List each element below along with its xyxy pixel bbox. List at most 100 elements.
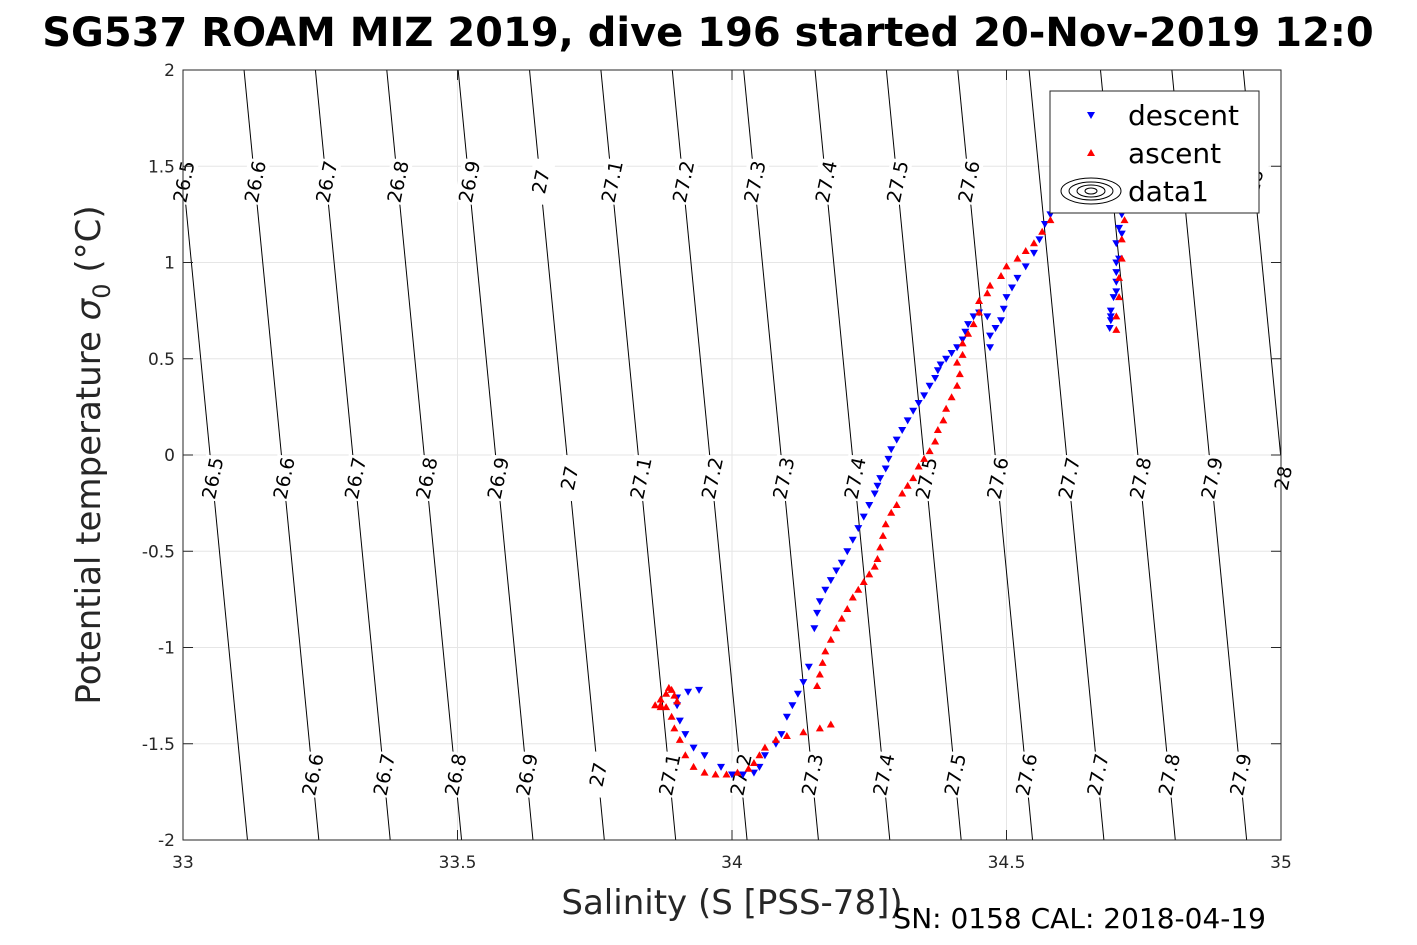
data-point xyxy=(914,400,923,408)
data-point xyxy=(1105,324,1114,332)
contour-label-bg xyxy=(368,750,400,799)
data-point xyxy=(1112,269,1121,277)
data-point xyxy=(815,724,824,732)
data-point xyxy=(689,744,698,752)
legend-marker-descent xyxy=(1087,112,1095,119)
data-point xyxy=(942,355,951,363)
contour-label-bg xyxy=(982,454,1013,502)
data-point xyxy=(744,764,753,772)
data-point xyxy=(1117,230,1126,238)
data-point xyxy=(695,686,704,694)
y-tick-label: 1.5 xyxy=(148,157,175,177)
data-point xyxy=(859,578,868,586)
legend-marker-ascent xyxy=(1087,149,1095,156)
data-point xyxy=(843,605,852,612)
y-axis-label: Potential temperature σ0 (°C) xyxy=(69,205,116,704)
data-point xyxy=(755,751,764,759)
data-point xyxy=(1115,293,1124,301)
contour-label-group: 27 xyxy=(525,157,556,206)
grid-lines xyxy=(183,70,1281,840)
data-point xyxy=(667,685,676,693)
data-point xyxy=(656,703,665,711)
data-point xyxy=(887,446,896,454)
contour-label-bg xyxy=(696,454,728,502)
data-point xyxy=(684,688,693,696)
y-tick-label: -1.5 xyxy=(142,735,175,755)
data-point xyxy=(681,731,690,739)
contour-label-group: 27.7 xyxy=(1082,750,1114,799)
data-point xyxy=(986,332,995,340)
data-point xyxy=(675,735,684,743)
data-point xyxy=(854,525,863,533)
contour-label-bg xyxy=(525,157,556,206)
contour-label-bg xyxy=(868,750,899,799)
contour-label-bg xyxy=(767,454,799,502)
data-point xyxy=(958,350,967,358)
contour-label: 27 xyxy=(528,168,555,196)
data-point xyxy=(681,751,690,759)
contour-label-bg xyxy=(239,157,271,206)
contour-label-bg xyxy=(796,750,828,799)
y-tick-label: 0.5 xyxy=(148,350,175,370)
contour-label-bg xyxy=(667,157,699,206)
contour-label-group: 26.5 xyxy=(196,454,228,502)
y-tick-label: 2 xyxy=(164,61,175,81)
data-point xyxy=(670,691,679,699)
data-point xyxy=(700,752,709,760)
legend-contour-icon xyxy=(1084,187,1098,195)
data-point xyxy=(892,436,901,444)
data-point xyxy=(848,536,857,544)
contour-label: 28 xyxy=(1271,464,1298,492)
data-point xyxy=(925,382,934,390)
data-point xyxy=(964,321,973,329)
data-point xyxy=(953,381,962,389)
data-point xyxy=(955,370,964,378)
contour-label-bg xyxy=(411,454,442,502)
contour-label-bg xyxy=(339,454,371,502)
contour-label-bg xyxy=(1053,454,1085,502)
data-point xyxy=(738,771,747,779)
legend: descent ascent data1 xyxy=(1049,90,1260,214)
contour-label: 27 xyxy=(557,464,584,492)
data-point xyxy=(909,407,918,415)
y-label-sigma: σ xyxy=(69,297,109,320)
y-axis: -2 -1.5 -1 -0.5 0 0.5 1 1.5 2 xyxy=(142,61,1281,851)
contour-label-bg xyxy=(1267,454,1299,502)
legend-contour-icon xyxy=(1076,184,1106,198)
contour-label-bg xyxy=(1153,750,1185,799)
data-point xyxy=(667,712,676,720)
data-point xyxy=(909,474,918,482)
data-point xyxy=(815,598,824,606)
data-point xyxy=(947,349,956,357)
data-point xyxy=(991,324,1000,332)
data-point xyxy=(1115,224,1124,232)
data-point xyxy=(815,670,824,678)
data-point xyxy=(832,624,841,632)
data-point xyxy=(799,679,808,687)
data-point xyxy=(662,703,671,711)
data-point xyxy=(1106,313,1115,321)
data-point xyxy=(782,732,791,740)
data-point xyxy=(733,768,742,776)
data-point xyxy=(848,593,857,601)
data-point xyxy=(873,482,882,490)
data-point xyxy=(884,455,893,463)
legend-label: descent xyxy=(1128,99,1239,132)
data-point xyxy=(964,329,973,337)
data-point xyxy=(876,475,885,483)
contour-label: 27 xyxy=(586,761,613,789)
y-tick-label: -0.5 xyxy=(142,542,175,562)
x-axis-label: Salinity (S [PSS-78]) xyxy=(561,883,902,923)
x-tick-label: 35 xyxy=(1270,853,1292,873)
data-point xyxy=(903,481,912,489)
data-point xyxy=(1120,216,1129,224)
data-point xyxy=(1112,288,1121,296)
data-point xyxy=(662,689,671,697)
contour-label-group: 27 xyxy=(553,454,585,502)
contour-label-bg xyxy=(553,454,585,502)
contour-label-bg xyxy=(453,157,485,206)
data-point xyxy=(898,489,907,497)
data-point xyxy=(887,508,896,516)
contour-labels: 26.5 26.6 26.7 26.8 26.9 27 27.1 27.2 27.3 27.4 27… xyxy=(168,157,1299,799)
contour-label-bg xyxy=(596,157,628,206)
